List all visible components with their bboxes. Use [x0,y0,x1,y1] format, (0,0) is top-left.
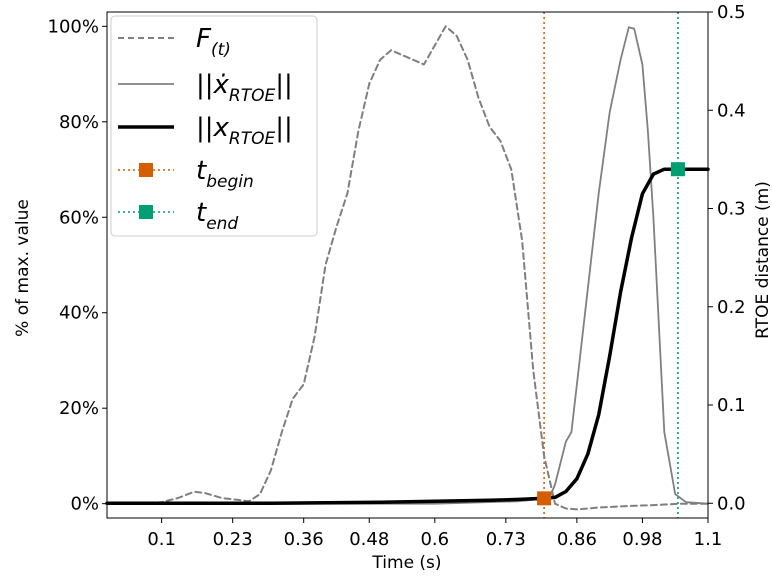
end-marker [670,162,685,177]
x-tick-label: 0.48 [349,529,389,550]
y2-axis-label: RTOE distance (m) [753,181,772,339]
legend-label: ||ẋRTOE|| [196,70,293,106]
y2-tick-label: 0.4 [717,100,746,121]
legend: F(t) ||ẋRTOE|| ||xRTOE|| tbegin tend [110,15,318,237]
x-tick-label: 0.98 [622,529,662,550]
legend-entry-distance: ||xRTOE|| [118,113,293,149]
x-tick-label: 0.36 [284,529,324,550]
x-tick-label: 1.1 [694,529,723,550]
axes-layer: 0.1 0.23 0.36 0.48 0.6 0.73 0.86 0.98 1.1 0% 20% 40… [48,2,746,550]
x-tick-label: 0.23 [213,529,253,550]
y2-tick-label: 0.0 [717,493,746,514]
x-tick-label: 0.86 [557,529,597,550]
y-tick-label: 60% [59,207,99,228]
legend-label: ||xRTOE|| [196,113,293,149]
y2-tick-label: 0.1 [717,395,746,416]
begin-marker [537,491,552,506]
series-distance [105,167,710,506]
legend-entry-velocity: ||ẋRTOE|| [118,70,293,106]
legend-label: tend [196,198,238,234]
y2-tick-label: 0.3 [717,199,746,220]
x-tick-label: 0.1 [147,529,176,550]
x-tick-label: 0.73 [486,529,526,550]
y-tick-label: 80% [59,112,99,133]
legend-marker [139,205,153,219]
x-axis-label: Time (s) [371,553,441,573]
series-force [106,25,709,511]
y-tick-label: 40% [59,303,99,324]
legend-marker [139,163,153,177]
plot-frame [106,11,709,519]
legend-box [110,15,318,237]
y-axis-label: % of max. value [13,199,33,337]
legend-entry-begin: tbegin [118,156,254,192]
y2-tick-label: 0.2 [717,297,746,318]
y2-tick-label: 0.5 [717,2,746,23]
legend-label: tbegin [196,156,254,192]
legend-label: F(t) [196,24,231,60]
y-tick-label: 0% [70,494,99,515]
y-tick-label: 20% [59,398,99,419]
legend-entry-force: F(t) [118,24,231,60]
y-tick-label: 100% [48,16,99,37]
series-layer [105,12,710,518]
x-tick-label: 0.6 [420,529,449,550]
legend-entry-end: tend [118,198,238,234]
